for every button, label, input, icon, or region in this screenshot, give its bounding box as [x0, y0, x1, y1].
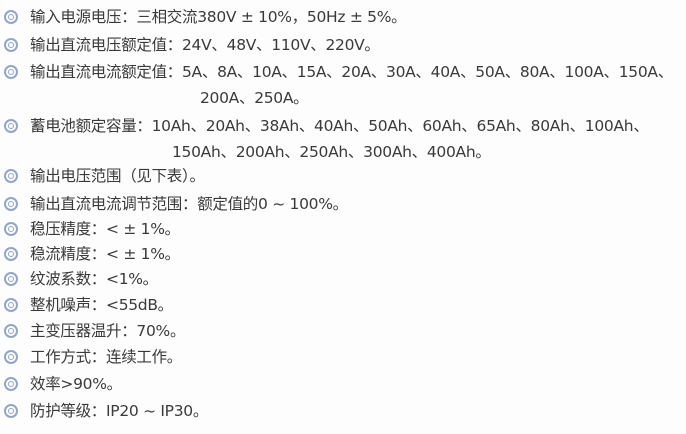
bullet-icon	[4, 119, 18, 133]
bullet-icon	[4, 222, 18, 236]
bullet-icon	[4, 404, 18, 418]
bullet-icon	[4, 272, 18, 286]
bullet-icon	[4, 169, 18, 183]
bullet-icon	[4, 65, 18, 79]
bullet-icon	[4, 298, 18, 312]
bullet-icon	[4, 10, 18, 24]
bullet-icon	[4, 377, 18, 391]
bullet-icon	[4, 197, 18, 211]
bullet-icon	[4, 350, 18, 364]
bullet-icon	[4, 324, 18, 338]
bullet-icon	[4, 247, 18, 261]
bullet-icon	[4, 38, 18, 52]
